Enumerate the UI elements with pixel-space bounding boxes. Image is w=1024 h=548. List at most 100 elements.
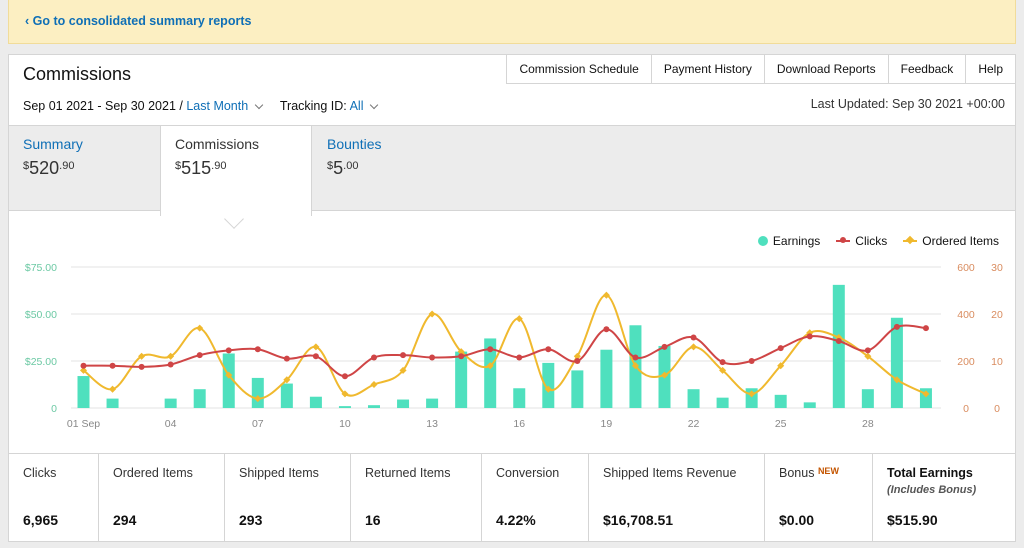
date-preset-dropdown[interactable]: Last Month: [186, 99, 249, 113]
clicks-point: [283, 355, 290, 362]
y-right-items-tick-label: 10: [991, 356, 1003, 368]
ordered-items-point: [109, 385, 117, 393]
earnings-bar: [803, 402, 816, 408]
ordered-items-point: [922, 390, 930, 398]
tab-commissions[interactable]: Commissions $515.90: [160, 126, 312, 216]
stat-clicks: Clicks 6,965: [9, 454, 99, 541]
legend-clicks[interactable]: Clicks: [836, 234, 887, 248]
tab-bounties[interactable]: Bounties $5.00: [313, 126, 465, 212]
stat-ordered-items: Ordered Items 294: [99, 454, 225, 541]
clicks-point: [167, 361, 174, 368]
tab-bounties-label: Bounties: [327, 136, 382, 152]
stat-returned-items: Returned Items 16: [351, 454, 482, 541]
ordered-items-point: [283, 376, 291, 384]
clicks-point: [632, 354, 639, 361]
earnings-bar: [426, 398, 439, 408]
stat-label: Shipped Items: [239, 466, 319, 480]
clicks-line: [83, 324, 927, 378]
x-tick-label: 10: [339, 418, 351, 430]
tracking-label: Tracking ID:: [279, 99, 347, 113]
stat-shipped-revenue: Shipped Items Revenue $16,708.51: [589, 454, 765, 541]
clicks-point: [777, 345, 784, 352]
clicks-point: [545, 346, 552, 353]
clicks-point: [225, 347, 232, 354]
earnings-bar: [687, 389, 700, 408]
clicks-point: [80, 362, 87, 369]
download-reports-button[interactable]: Download Reports: [763, 55, 888, 84]
new-badge: NEW: [817, 466, 839, 476]
feedback-button[interactable]: Feedback: [887, 55, 966, 84]
ordered-items-point: [370, 380, 378, 389]
legend-ordered-items[interactable]: Ordered Items: [903, 234, 999, 248]
stat-value: 6,965: [23, 512, 59, 528]
stat-sublabel: (Includes Bonus): [887, 484, 977, 496]
x-tick-label: 19: [601, 418, 613, 430]
stat-conversion: Conversion 4.22%: [482, 454, 589, 541]
ordered-items-point: [167, 352, 175, 360]
clicks-point: [341, 373, 348, 380]
earnings-bar: [280, 383, 293, 408]
ordered-items-point: [457, 348, 465, 356]
stat-value: $515.90: [887, 512, 938, 528]
earnings-bar: [832, 284, 845, 408]
ordered-items-point: [79, 366, 88, 374]
tracking-id-dropdown[interactable]: All: [349, 99, 364, 113]
earnings-bar: [600, 349, 613, 408]
tab-bounties-amount: $5.00: [327, 158, 359, 178]
clicks-swatch-icon: [836, 237, 851, 243]
payment-history-button[interactable]: Payment History: [650, 55, 764, 84]
ordered-items-point: [428, 310, 436, 318]
page-title: Commissions: [23, 64, 132, 84]
ordered-items-point: [515, 315, 523, 323]
earnings-swatch-icon: [757, 236, 768, 246]
clicks-point: [254, 346, 261, 353]
commissions-chart: $75.00 600 30$50.00 400 20$25.00 200 100 0 001 S…: [25, 262, 1003, 430]
ordered-items-point: [777, 362, 785, 370]
clicks-point: [516, 354, 523, 361]
clicks-point: [487, 346, 494, 353]
y-right-clicks-tick-label: 200: [957, 356, 975, 368]
earnings-bar: [368, 405, 380, 408]
consolidated-reports-link[interactable]: ‹ Go to consolidated summary reports: [25, 14, 252, 28]
earnings-bar: [106, 398, 119, 408]
ordered-items-point: [312, 343, 320, 351]
stat-shipped-items: Shipped Items 293: [225, 454, 351, 541]
report-nav: Commission Schedule Payment History Down…: [506, 55, 1015, 84]
x-tick-label: 07: [252, 418, 264, 430]
stat-value: 4.22%: [496, 512, 536, 528]
y-right-items-tick-label: 0: [994, 403, 1000, 415]
ordered-items-point: [748, 390, 756, 398]
y-left-tick-label: $75.00: [25, 262, 57, 274]
help-button[interactable]: Help: [965, 55, 1015, 84]
ordered-items-point: [573, 352, 581, 360]
earnings-bar: [774, 394, 787, 408]
commission-schedule-button[interactable]: Commission Schedule: [506, 55, 651, 84]
clicks-point: [371, 354, 377, 361]
tab-summary[interactable]: Summary $520.90: [9, 126, 161, 212]
clicks-point: [719, 359, 726, 366]
clicks-point: [603, 326, 610, 333]
clicks-point: [864, 347, 871, 354]
x-tick-label: 28: [862, 418, 874, 430]
x-tick-label: 22: [688, 418, 700, 430]
last-updated: Last Updated: Sep 30 2021 +00:00: [810, 97, 1005, 111]
clicks-point: [400, 352, 407, 359]
filter-row: Sep 01 2021 - Sep 30 2021 / Last Month T…: [23, 99, 381, 113]
ordered-items-swatch-icon: [903, 240, 918, 242]
tab-commissions-label: Commissions: [175, 136, 260, 152]
clicks-point: [806, 333, 813, 340]
y-left-tick-label: $50.00: [25, 309, 57, 321]
earnings-bar: [338, 406, 351, 408]
clicks-point: [748, 358, 755, 364]
legend-earnings[interactable]: Earnings: [757, 234, 820, 248]
y-right-clicks-tick-label: 400: [957, 309, 975, 321]
ordered-items-line: [82, 294, 927, 400]
ordered-items-point: [225, 371, 233, 379]
top-banner: ‹ Go to consolidated summary reports: [8, 0, 1016, 44]
tab-summary-label: Summary: [23, 136, 83, 152]
stat-value: 16: [365, 512, 381, 528]
ordered-items-point: [690, 343, 698, 351]
earnings-bar: [309, 396, 322, 408]
commissions-card: Commissions Commission Schedule Payment …: [8, 54, 1016, 542]
clicks-point: [429, 354, 436, 361]
